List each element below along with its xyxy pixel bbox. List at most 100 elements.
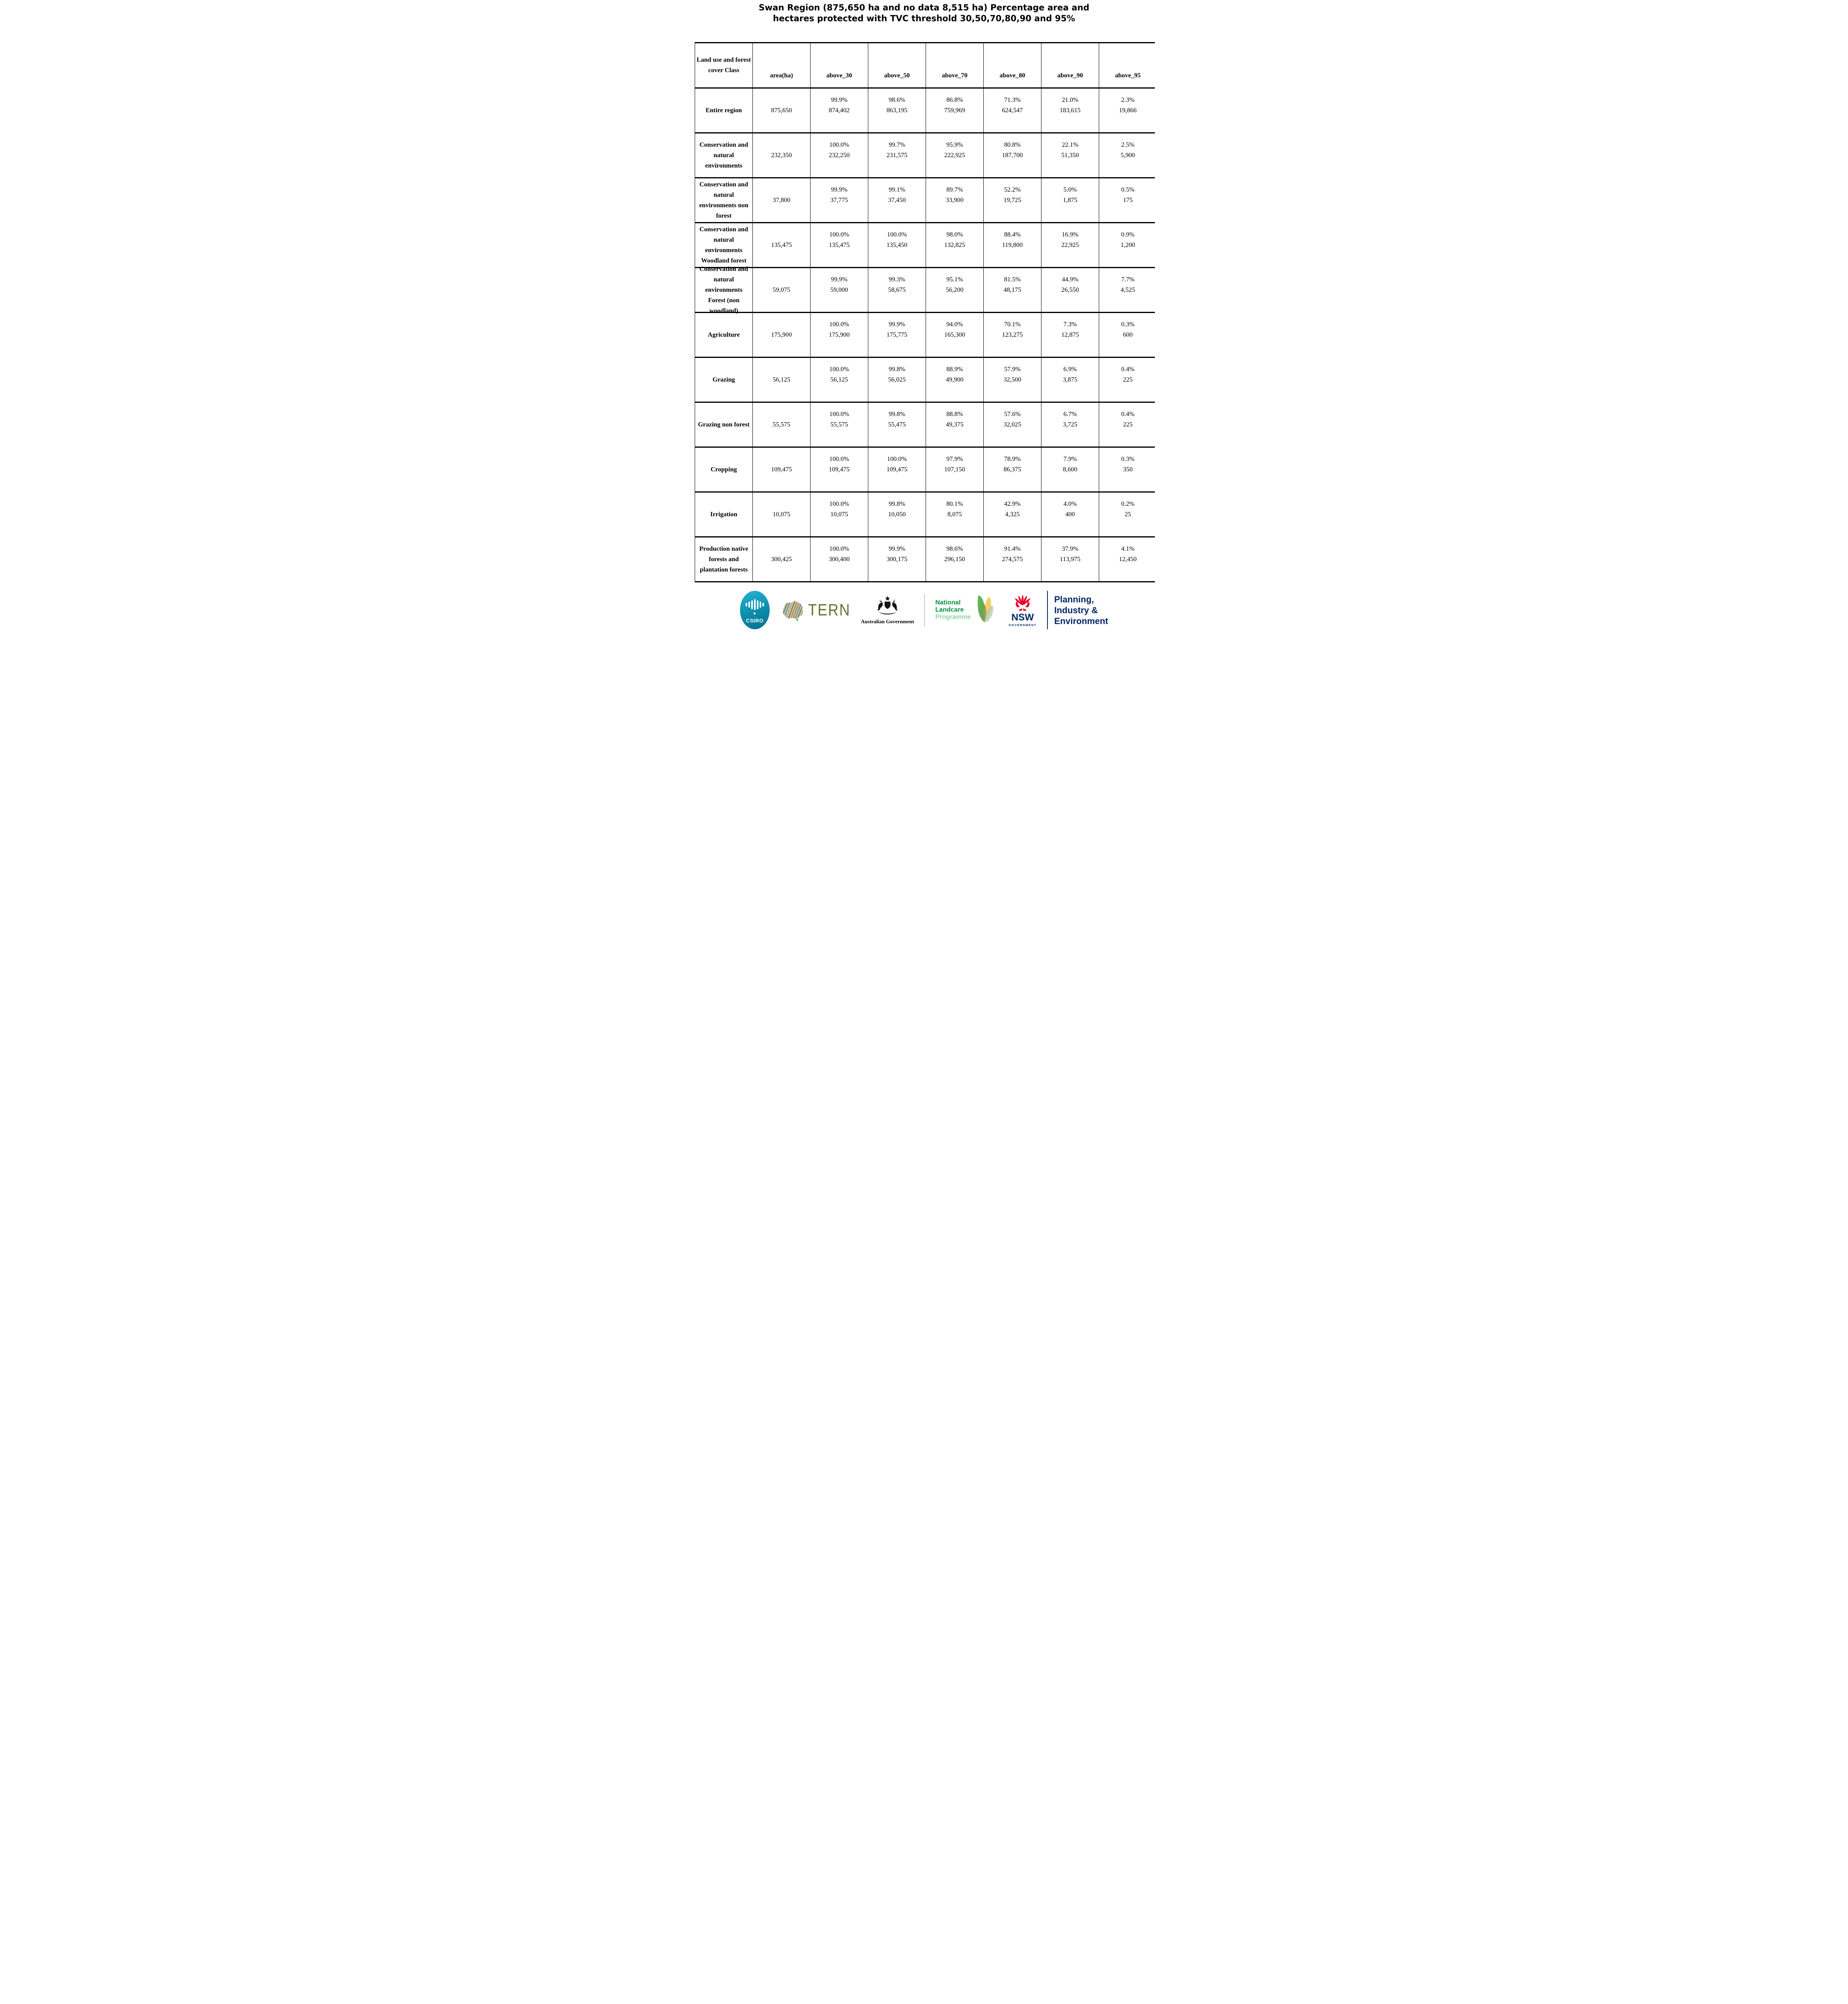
row-area-value: 37,800: [772, 196, 791, 204]
row-threshold-valueblock: 100.0% 175,900: [829, 319, 850, 340]
row-threshold-percent: 99.8%: [888, 366, 906, 373]
table-row: Irrigation 10,075 100.0% 10,075 99.8% 10,050 8…: [695, 492, 1155, 537]
page-title: Swan Region (875,650 ha and no data 8,51…: [693, 2, 1155, 24]
row-threshold-hectares: 10,075: [830, 511, 848, 518]
row-threshold-valueblock: 7.3% 12,875: [1061, 319, 1079, 340]
row-threshold-percent: 100.0%: [829, 366, 849, 373]
row-threshold-hectares: 55,575: [830, 421, 848, 428]
row-threshold-cell: 37.9% 113,975: [1041, 537, 1099, 582]
row-threshold-valueblock: 44.9% 26,550: [1061, 275, 1079, 295]
table-row: Grazing 56,125 100.0% 56,125 99.8% 56,025 88.9…: [695, 357, 1155, 402]
row-threshold-valueblock: 99.9% 300,175: [887, 544, 908, 565]
row-threshold-percent: 99.9%: [888, 545, 906, 552]
row-threshold-cell: 0.5% 175: [1099, 178, 1155, 223]
row-area-value: 232,350: [771, 152, 792, 159]
row-area-cell: 109,475: [752, 447, 811, 492]
row-threshold-valueblock: 99.9% 37,775: [831, 185, 848, 206]
row-class-label: Grazing: [712, 376, 735, 383]
coat-of-arms-icon: [877, 596, 898, 614]
row-class-cell: Conservation and natural environments Fo…: [695, 266, 753, 314]
row-threshold-valueblock: 95.1% 56,200: [946, 275, 964, 295]
row-area-cell: 59,075: [752, 267, 811, 313]
row-threshold-percent: 44.9%: [1061, 276, 1079, 283]
row-threshold-percent: 57.6%: [1004, 410, 1021, 418]
planning-label-line1: Planning,: [1054, 594, 1094, 604]
row-threshold-cell: 99.8% 10,050: [868, 492, 926, 537]
row-threshold-cell: 100.0% 300,400: [810, 537, 868, 582]
australia-map-icon: [782, 601, 803, 622]
row-threshold-hectares: 135,450: [886, 241, 908, 248]
csiro-logo: CSIRO: [740, 591, 770, 629]
row-threshold-cell: 100.0% 109,475: [868, 447, 926, 492]
column-header-label: above_70: [942, 72, 968, 79]
row-threshold-cell: 0.9% 1,200: [1099, 222, 1155, 268]
row-area-value: 55,575: [772, 421, 791, 428]
row-class-cell: Irrigation: [695, 492, 753, 537]
row-threshold-hectares: 874,402: [829, 107, 850, 114]
landcare-label-line2: Landcare: [935, 606, 964, 613]
row-threshold-cell: 98.0% 132,825: [926, 222, 984, 268]
row-threshold-hectares: 32,025: [1003, 421, 1021, 428]
row-area-value: 109,475: [771, 466, 792, 473]
row-threshold-cell: 0.3% 600: [1099, 312, 1155, 358]
row-threshold-hectares: 22,925: [1061, 241, 1079, 248]
row-threshold-hectares: 48,175: [1003, 286, 1021, 293]
row-threshold-valueblock: 100.0% 109,475: [887, 454, 908, 475]
row-threshold-valueblock: 98.0% 132,825: [944, 230, 965, 250]
row-threshold-valueblock: 89.7% 33,900: [946, 185, 964, 206]
row-threshold-valueblock: 4.0% 400: [1064, 499, 1077, 520]
row-threshold-valueblock: 80.8% 187,700: [1002, 140, 1023, 161]
row-class-cell: Agriculture: [695, 313, 753, 358]
row-threshold-valueblock: 98.6% 863,195: [887, 95, 908, 116]
row-threshold-percent: 42.9%: [1004, 500, 1021, 507]
row-threshold-hectares: 37,775: [830, 196, 848, 204]
row-class-cell: Grazing non forest: [695, 402, 753, 447]
row-threshold-valueblock: 97.9% 107,150: [944, 454, 965, 475]
row-threshold-hectares: 58,675: [888, 286, 906, 293]
row-class-label: Cropping: [710, 466, 737, 473]
row-threshold-percent: 71.3%: [1004, 96, 1021, 103]
row-threshold-cell: 78.9% 86,375: [983, 447, 1041, 492]
row-threshold-hectares: 1,875: [1063, 196, 1078, 204]
row-threshold-hectares: 350: [1123, 466, 1133, 473]
row-threshold-percent: 99.1%: [888, 186, 906, 193]
row-threshold-hectares: 51,350: [1061, 152, 1079, 159]
row-threshold-percent: 100.0%: [829, 231, 849, 238]
row-threshold-cell: 44.9% 26,550: [1041, 267, 1099, 313]
column-header-area(ha): area(ha): [752, 42, 811, 88]
row-class-cell: Conservation and natural environments no…: [695, 178, 753, 223]
row-threshold-hectares: 175,775: [886, 331, 908, 338]
row-threshold-valueblock: 0.3% 600: [1121, 319, 1134, 340]
row-threshold-cell: 99.9% 874,402: [810, 88, 868, 133]
row-threshold-valueblock: 7.7% 4,525: [1121, 275, 1135, 295]
row-class-cell: Conservation and natural environments Wo…: [695, 223, 753, 268]
row-threshold-hectares: 3,725: [1063, 421, 1078, 428]
row-threshold-cell: 99.1% 37,450: [868, 178, 926, 223]
row-class-label: Conservation and natural environments Wo…: [699, 226, 748, 264]
row-threshold-percent: 100.0%: [829, 455, 849, 463]
row-threshold-cell: 2.3% 19,866: [1099, 88, 1155, 133]
row-threshold-percent: 100.0%: [829, 410, 849, 418]
planning-label-line3: Environment: [1054, 616, 1108, 626]
row-threshold-percent: 99.9%: [831, 96, 848, 103]
row-class-label: Grazing non forest: [698, 421, 750, 428]
row-threshold-cell: 89.7% 33,900: [926, 178, 984, 223]
row-threshold-hectares: 56,125: [830, 376, 848, 383]
row-threshold-cell: 80.1% 8,075: [926, 492, 984, 537]
row-threshold-percent: 95.1%: [946, 276, 963, 283]
row-threshold-hectares: 19,725: [1003, 196, 1021, 204]
row-threshold-cell: 21.0% 183,615: [1041, 88, 1099, 133]
row-threshold-hectares: 8,600: [1063, 466, 1078, 473]
row-threshold-percent: 99.8%: [888, 410, 906, 418]
row-threshold-percent: 22.1%: [1061, 141, 1079, 148]
row-threshold-percent: 99.9%: [888, 321, 906, 328]
row-area-value: 875,650: [771, 107, 792, 114]
row-threshold-percent: 80.1%: [946, 500, 963, 507]
row-threshold-cell: 100.0% 56,125: [810, 357, 868, 402]
row-class-cell: Grazing: [695, 358, 753, 402]
planning-label-line2: Industry &: [1054, 605, 1098, 615]
row-threshold-cell: 22.1% 51,350: [1041, 133, 1099, 178]
row-area-cell: 232,350: [752, 133, 811, 178]
row-area-cell: 10,075: [752, 492, 811, 537]
row-threshold-valueblock: 99.7% 231,575: [887, 140, 908, 161]
